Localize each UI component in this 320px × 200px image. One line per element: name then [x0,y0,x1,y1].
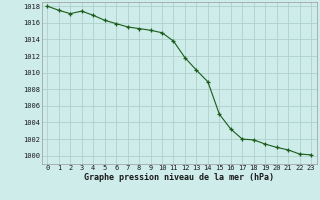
X-axis label: Graphe pression niveau de la mer (hPa): Graphe pression niveau de la mer (hPa) [84,173,274,182]
